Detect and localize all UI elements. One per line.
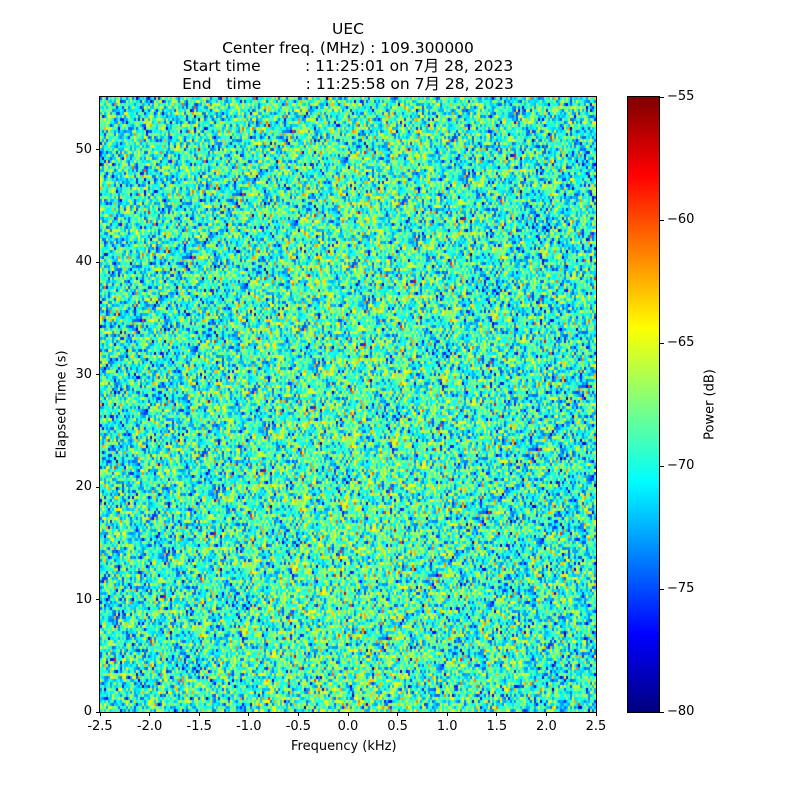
x-tick-label: 2.0 <box>536 719 557 734</box>
x-tick-mark <box>149 712 151 716</box>
y-axis-label: Elapsed Time (s) <box>54 350 70 459</box>
chart-subtitle-start: Start time : 11:25:01 on 7月 28, 2023 <box>182 57 514 75</box>
x-tick-label: 1.0 <box>436 719 458 734</box>
colorbar-tick-label: −60 <box>667 212 695 227</box>
y-tick-label: 50 <box>75 141 92 157</box>
y-tick-mark <box>96 261 100 263</box>
x-tick-label: -1.0 <box>236 719 262 734</box>
x-tick-label: -2.5 <box>87 719 113 734</box>
x-tick-mark <box>347 712 349 716</box>
colorbar-tick-mark <box>660 465 664 467</box>
x-tick-label: -1.5 <box>186 719 212 734</box>
chart-subtitle-end: End time : 11:25:58 on 7月 28, 2023 <box>182 75 514 93</box>
colorbar-tick-label: −80 <box>667 704 695 719</box>
x-tick-mark <box>99 712 101 716</box>
x-tick-mark <box>248 712 250 716</box>
colorbar-tick-mark <box>660 588 664 590</box>
colorbar-tick-mark <box>660 711 664 713</box>
colorbar-tick-mark <box>660 219 664 221</box>
y-tick-label: 30 <box>75 366 92 382</box>
chart-subtitle-freq: Center freq. (MHz) : 109.300000 <box>222 39 474 57</box>
x-tick-mark <box>397 712 399 716</box>
colorbar-tick-mark <box>660 96 664 98</box>
colorbar-tick-label: −55 <box>667 89 695 104</box>
y-tick-label: 20 <box>75 479 92 495</box>
x-tick-label: 1.5 <box>486 719 508 734</box>
x-tick-mark <box>496 712 498 716</box>
x-tick-mark <box>545 712 547 716</box>
x-tick-mark <box>198 712 200 716</box>
x-tick-label: -2.0 <box>136 719 163 734</box>
colorbar-tick-label: −75 <box>667 581 695 596</box>
y-tick-mark <box>96 149 100 151</box>
colorbar-tick-label: −65 <box>667 335 695 350</box>
y-tick-label: 40 <box>75 254 92 270</box>
x-tick-label: -0.5 <box>285 719 312 734</box>
x-tick-mark <box>595 712 597 716</box>
y-tick-mark <box>96 374 100 376</box>
x-tick-label: 0.5 <box>387 719 408 734</box>
colorbar-tick-label: −70 <box>667 458 695 473</box>
x-tick-mark <box>297 712 299 716</box>
chart-title: UEC <box>332 20 364 38</box>
colorbar-tick-mark <box>660 342 664 344</box>
y-tick-mark <box>96 711 100 713</box>
y-tick-mark <box>96 486 100 488</box>
y-tick-mark <box>96 599 100 601</box>
x-tick-label: 0.0 <box>337 719 359 734</box>
x-tick-label: 2.5 <box>585 719 607 734</box>
y-tick-label: 0 <box>83 704 92 719</box>
x-axis-label: Frequency (kHz) <box>291 739 397 754</box>
y-tick-label: 10 <box>75 591 92 607</box>
colorbar <box>628 97 659 712</box>
x-tick-mark <box>446 712 448 716</box>
colorbar-label: Power (dB) <box>702 369 718 440</box>
spectrogram-heatmap <box>100 97 596 712</box>
